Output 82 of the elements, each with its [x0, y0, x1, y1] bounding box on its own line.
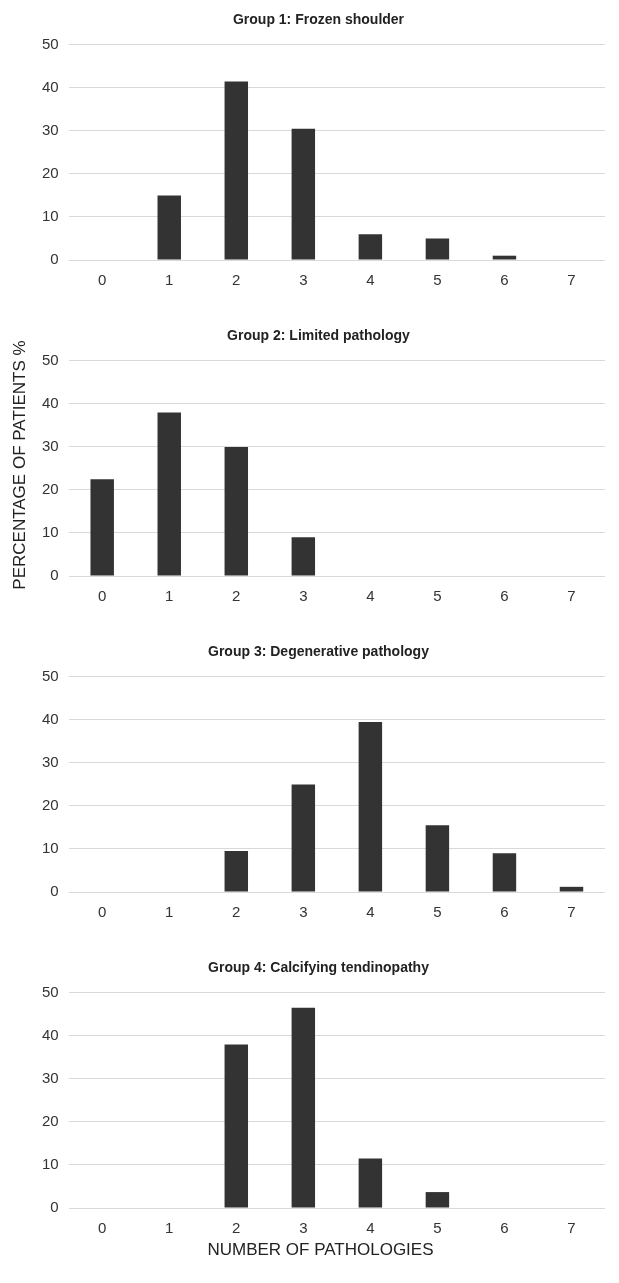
y-tick-label: 10: [42, 1155, 59, 1173]
x-axis-title: NUMBER OF PATHOLOGIES: [206, 1240, 435, 1260]
bar: [291, 128, 316, 260]
x-tick-label: 2: [232, 271, 241, 289]
bar: [358, 234, 383, 260]
y-tick-label: 40: [42, 1025, 59, 1043]
x-tick-label: 3: [299, 1219, 308, 1237]
x-tick-label: 2: [232, 903, 241, 921]
x-tick-label: 7: [567, 587, 576, 605]
y-tick-label: 0: [50, 1198, 59, 1216]
x-tick-label: 0: [98, 587, 107, 605]
x-tick-label: 5: [433, 587, 442, 605]
x-tick-label: 3: [299, 903, 308, 921]
x-tick-label: 1: [165, 903, 174, 921]
y-tick-label: 30: [42, 437, 59, 455]
x-tick-label: 3: [299, 587, 308, 605]
x-tick-label: 1: [165, 587, 174, 605]
bar: [224, 1044, 249, 1208]
x-tick-label: 7: [567, 271, 576, 289]
bar: [224, 81, 249, 260]
x-tick-label: 5: [433, 903, 442, 921]
y-tick-label: 0: [50, 566, 59, 584]
x-tick-label: 5: [433, 271, 442, 289]
bar: [358, 721, 383, 892]
y-tick-label: 0: [50, 250, 59, 268]
y-tick-label: 20: [42, 480, 59, 498]
y-tick-label: 30: [42, 753, 59, 771]
bar: [559, 886, 584, 892]
x-tick-label: 7: [567, 1219, 576, 1237]
x-tick-label: 4: [366, 903, 375, 921]
chart-title: Group 4: Calcifying tendinopathy: [208, 959, 430, 976]
x-tick-label: 5: [433, 1219, 442, 1237]
x-tick-label: 0: [98, 271, 107, 289]
y-tick-label: 10: [42, 207, 59, 225]
x-tick-label: 2: [232, 1219, 241, 1237]
y-tick-label: 50: [42, 666, 59, 684]
chart-title: Group 3: Degenerative pathology: [208, 643, 430, 660]
y-tick-label: 30: [42, 121, 59, 139]
y-tick-label: 30: [42, 1069, 59, 1087]
x-tick-label: 4: [366, 587, 375, 605]
x-tick-label: 4: [366, 271, 375, 289]
x-tick-label: 6: [500, 587, 509, 605]
bar: [425, 1192, 450, 1208]
y-tick-label: 0: [50, 882, 59, 900]
y-tick-label: 20: [42, 796, 59, 814]
x-tick-label: 6: [500, 903, 509, 921]
bar: [425, 238, 450, 260]
chart-title: Group 1: Frozen shoulder: [232, 11, 405, 28]
x-tick-label: 6: [500, 1219, 509, 1237]
y-tick-label: 20: [42, 164, 59, 182]
bar: [358, 1158, 383, 1208]
x-tick-label: 1: [165, 1219, 174, 1237]
y-tick-label: 40: [42, 77, 59, 95]
y-tick-label: 40: [42, 393, 59, 411]
x-tick-label: 3: [299, 271, 308, 289]
bar: [157, 412, 181, 576]
bar: [157, 195, 181, 260]
x-tick-label: 1: [165, 271, 174, 289]
x-tick-label: 0: [98, 1219, 107, 1237]
bar: [425, 825, 450, 892]
bar: [90, 479, 114, 576]
y-tick-label: 10: [42, 839, 59, 857]
y-tick-label: 20: [42, 1112, 59, 1130]
y-tick-label: 50: [42, 350, 59, 368]
bar: [291, 1007, 316, 1208]
x-tick-label: 6: [500, 271, 509, 289]
y-tick-label: 50: [42, 982, 59, 1000]
x-tick-label: 0: [98, 903, 107, 921]
x-tick-label: 2: [232, 587, 241, 605]
y-tick-label: 50: [42, 34, 59, 52]
bar: [224, 446, 249, 576]
x-tick-label: 7: [567, 903, 576, 921]
y-tick-label: 10: [42, 523, 59, 541]
bar: [492, 853, 517, 892]
bar: [492, 255, 517, 260]
y-axis-title: PERCENTAGE OF PATIENTS %: [10, 339, 30, 592]
x-tick-label: 4: [366, 1219, 375, 1237]
bar: [291, 784, 316, 892]
bar: [291, 537, 316, 576]
chart-title: Group 2: Limited pathology: [227, 327, 411, 344]
y-tick-label: 40: [42, 709, 59, 727]
bar: [224, 851, 249, 892]
